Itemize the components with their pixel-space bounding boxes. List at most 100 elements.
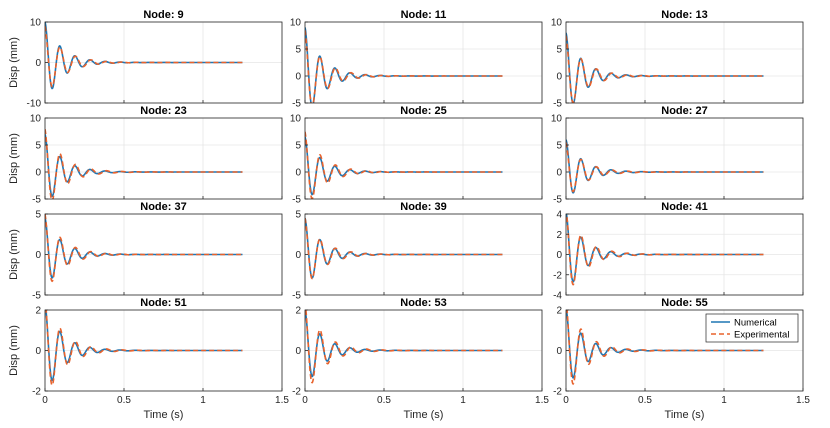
- x-tick-label: 0: [42, 395, 48, 406]
- subplot-6: -5 0 5 10 Node: 27: [551, 105, 804, 206]
- x-tick-label: 0.5: [638, 395, 652, 406]
- subplot-1: -10 0 10 Node: 9 Disp (mm): [8, 9, 283, 110]
- x-axis-label: Time (s): [404, 409, 444, 421]
- subplot-title: Node: 23: [140, 105, 186, 117]
- series-experimental: [45, 310, 243, 387]
- x-tick-label: 0.5: [117, 395, 131, 406]
- y-tick-label: 5: [556, 45, 562, 56]
- y-axis-label: Disp (mm): [8, 133, 20, 184]
- subplot-title: Node: 55: [661, 297, 707, 309]
- subplot-8: -5 0 5 Node: 39: [292, 201, 543, 302]
- y-tick-label: 0: [295, 168, 301, 179]
- series-experimental: [305, 131, 503, 199]
- legend-box: [705, 313, 799, 343]
- y-tick-label: -5: [292, 99, 301, 110]
- plot-area: [566, 22, 803, 103]
- y-tick-label: 0: [556, 168, 562, 179]
- y-tick-label: 0: [556, 72, 562, 83]
- subplot-title: Node: 51: [140, 297, 186, 309]
- series-experimental: [45, 214, 243, 283]
- y-tick-label: -4: [553, 291, 562, 302]
- subplot-title: Node: 13: [661, 9, 707, 21]
- subplot-4: -5 0 5 10 Node: 23 Disp (mm): [8, 105, 283, 206]
- series-experimental: [45, 128, 243, 199]
- y-tick-label: 5: [295, 141, 301, 152]
- y-tick-label: 0: [35, 168, 41, 179]
- axes-box: [304, 117, 543, 200]
- y-tick-label: -10: [27, 99, 42, 110]
- y-axis-label: Disp (mm): [8, 325, 20, 376]
- subplot-title: Node: 27: [661, 105, 707, 117]
- y-tick-label: -5: [292, 291, 301, 302]
- y-tick-label: -2: [292, 387, 301, 398]
- y-tick-label: 5: [556, 141, 562, 152]
- x-axis-label: Time (s): [665, 409, 705, 421]
- y-axis-label: Disp (mm): [8, 229, 20, 280]
- subplot-9: -4 -2 0 2 4 Node: 41: [553, 201, 804, 302]
- y-tick-label: 5: [295, 45, 301, 56]
- y-tick-label: 0: [556, 250, 562, 261]
- subplot-title: Node: 11: [401, 9, 447, 21]
- y-tick-label: 10: [290, 114, 302, 125]
- y-tick-label: 0: [35, 250, 41, 261]
- y-tick-label: 0: [35, 58, 41, 69]
- plot-area: [305, 118, 542, 199]
- x-tick-label: 1.5: [535, 395, 549, 406]
- y-tick-label: 4: [556, 210, 562, 221]
- axes-box: [565, 21, 804, 104]
- plot-area: [566, 118, 803, 199]
- legend-label-experimental: Experimental: [734, 330, 789, 341]
- y-tick-label: -2: [553, 270, 562, 281]
- y-tick-label: 10: [30, 18, 42, 29]
- y-tick-label: 0: [295, 250, 301, 261]
- x-tick-label: 1.5: [275, 395, 289, 406]
- series-experimental: [566, 310, 764, 386]
- subplot-5: -5 0 5 10 Node: 25: [290, 105, 543, 206]
- x-tick-label: 0: [302, 395, 308, 406]
- y-tick-label: -5: [553, 99, 562, 110]
- series-experimental: [305, 310, 503, 384]
- legend-label-numerical: Numerical: [734, 318, 777, 329]
- subplot-2: -5 0 5 10 Node: 11: [290, 9, 543, 110]
- plot-area: [305, 22, 542, 103]
- y-tick-label: -5: [292, 195, 301, 206]
- subplot-7: -5 0 5 Node: 37 Disp (mm): [8, 201, 283, 302]
- subplot-title: Node: 53: [400, 297, 446, 309]
- series-experimental: [566, 35, 764, 103]
- y-tick-label: -5: [32, 195, 41, 206]
- series-experimental: [305, 30, 503, 103]
- axes-box: [44, 117, 283, 200]
- subplot-title: Node: 41: [661, 201, 707, 213]
- x-tick-label: 0.5: [377, 395, 391, 406]
- y-tick-label: 0: [556, 346, 562, 357]
- axes-box: [565, 117, 804, 200]
- series-experimental: [305, 218, 503, 280]
- series-experimental: [45, 26, 243, 88]
- subplot-3: -5 0 5 10 Node: 13: [551, 9, 804, 110]
- y-tick-label: -2: [32, 387, 41, 398]
- subplot-title: Node: 39: [400, 201, 446, 213]
- y-tick-label: 0: [295, 72, 301, 83]
- axes-box: [304, 21, 543, 104]
- x-tick-label: 1: [200, 395, 206, 406]
- subplot-title: Node: 9: [143, 9, 183, 21]
- y-tick-label: 5: [35, 210, 41, 221]
- plot-area: [45, 118, 282, 199]
- series-experimental: [566, 214, 764, 286]
- x-tick-label: 1: [721, 395, 727, 406]
- y-tick-label: 5: [35, 141, 41, 152]
- y-tick-label: 0: [35, 346, 41, 357]
- y-tick-label: 2: [556, 306, 562, 317]
- y-tick-label: 10: [30, 114, 42, 125]
- y-tick-label: 5: [295, 210, 301, 221]
- y-tick-label: 2: [295, 306, 301, 317]
- series-numerical: [566, 139, 764, 194]
- y-tick-label: 0: [295, 346, 301, 357]
- y-tick-label: -5: [553, 195, 562, 206]
- y-tick-label: 2: [556, 230, 562, 241]
